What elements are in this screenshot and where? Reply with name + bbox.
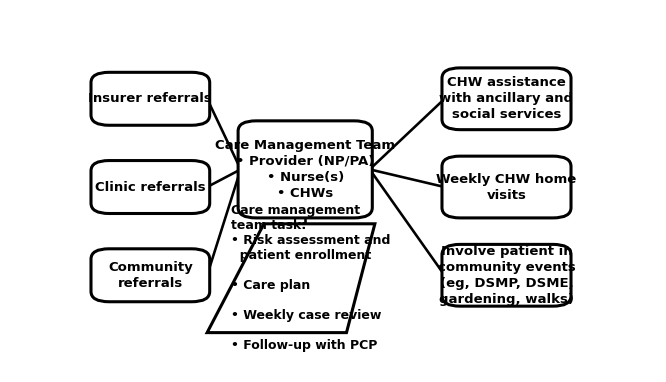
Polygon shape	[207, 224, 375, 333]
FancyBboxPatch shape	[91, 249, 210, 302]
Text: Clinic referrals: Clinic referrals	[95, 181, 206, 194]
Text: Care Management Team
• Provider (NP/PA)
• Nurse(s)
• CHWs: Care Management Team • Provider (NP/PA) …	[215, 139, 395, 200]
FancyBboxPatch shape	[91, 72, 210, 125]
FancyBboxPatch shape	[442, 68, 571, 129]
FancyBboxPatch shape	[442, 244, 571, 306]
FancyBboxPatch shape	[91, 160, 210, 214]
Text: Insurer referrals: Insurer referrals	[89, 92, 212, 105]
FancyBboxPatch shape	[238, 121, 372, 218]
Text: Weekly CHW home
visits: Weekly CHW home visits	[436, 173, 577, 202]
Text: Community
referrals: Community referrals	[108, 261, 192, 290]
FancyBboxPatch shape	[442, 156, 571, 218]
Text: CHW assistance
with ancillary and
social services: CHW assistance with ancillary and social…	[440, 76, 573, 121]
Text: Involve patient in
community events
(eg, DSMP, DSME,
gardening, walks): Involve patient in community events (eg,…	[438, 245, 575, 306]
Text: Care management
team task:
• Risk assessment and
  patient enrollment

• Care pl: Care management team task: • Risk assess…	[230, 204, 390, 352]
